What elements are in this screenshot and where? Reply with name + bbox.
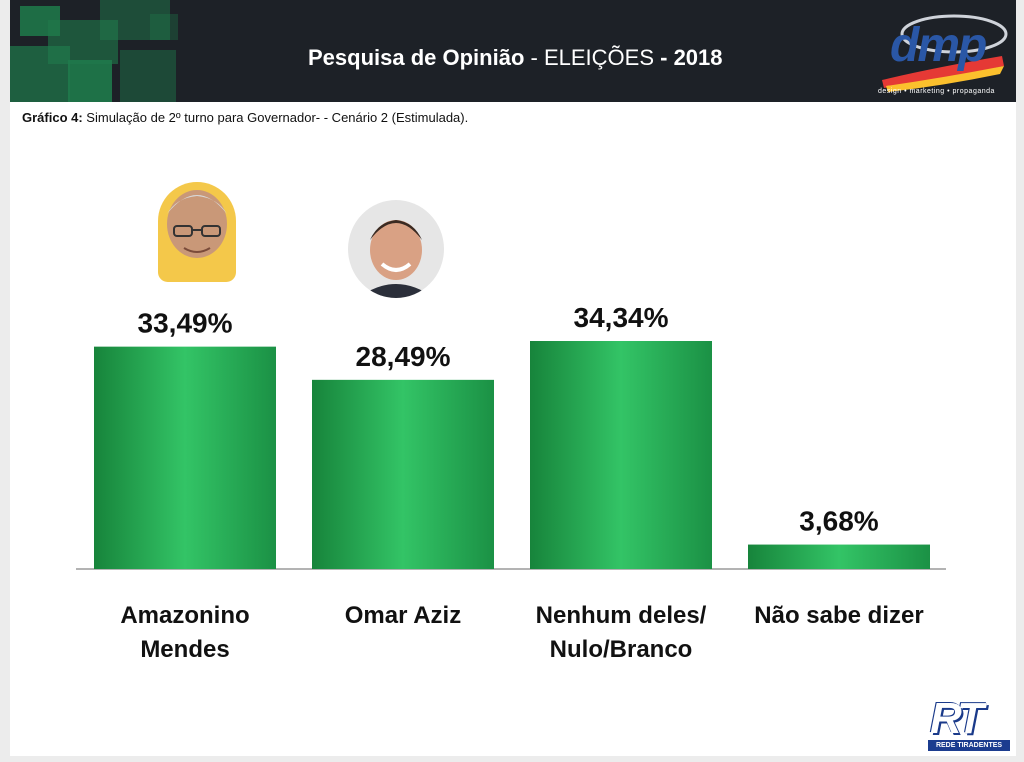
rt-letters: RT [930, 694, 984, 743]
bar-2 [530, 341, 712, 569]
header-banner: Pesquisa de Opinião - ELEIÇÕES - 2018 dm… [10, 0, 1016, 102]
category-label-1: Omar Aziz [345, 602, 461, 629]
bar-1 [312, 379, 494, 569]
rt-band: REDE TIRADENTES [928, 740, 1010, 751]
candidate-photo-omar-aziz [348, 200, 444, 298]
bar-3 [748, 544, 930, 569]
title-year: 2018 [673, 45, 723, 70]
category-label-3: Não sabe dizer [754, 602, 923, 629]
title-separator-2: - [654, 45, 674, 70]
dmp-logo: dmp design • marketing • propaganda [872, 8, 1012, 98]
chart-caption-text: Simulação de 2º turno para Governador- -… [82, 110, 469, 125]
bar-0 [94, 346, 276, 569]
title-elections: ELEIÇÕES [543, 45, 654, 70]
chart-caption: Gráfico 4: Simulação de 2º turno para Go… [22, 110, 468, 125]
chart-caption-label: Gráfico 4: [22, 110, 83, 125]
bar-value-label-0: 33,49% [138, 308, 233, 339]
bar-value-label-2: 34,34% [574, 302, 669, 333]
logo-tagline: design • marketing • propaganda [878, 88, 995, 95]
category-label-0: Amazonino Mendes [120, 602, 249, 663]
category-label-2: Nenhum deles/Nulo/Branco [536, 602, 707, 663]
title-separator: - [524, 45, 544, 70]
bar-value-label-1: 28,49% [356, 341, 451, 372]
rede-tiradentes-logo: RT REDE TIRADENTES [924, 692, 1014, 754]
page-title: Pesquisa de Opinião - ELEIÇÕES - 2018 [308, 45, 723, 71]
logo-wordmark: dmp [890, 19, 987, 72]
title-bold: Pesquisa de Opinião [308, 45, 525, 70]
candidate-photo-amazonino [158, 182, 236, 282]
bar-value-label-3: 3,68% [799, 506, 878, 537]
